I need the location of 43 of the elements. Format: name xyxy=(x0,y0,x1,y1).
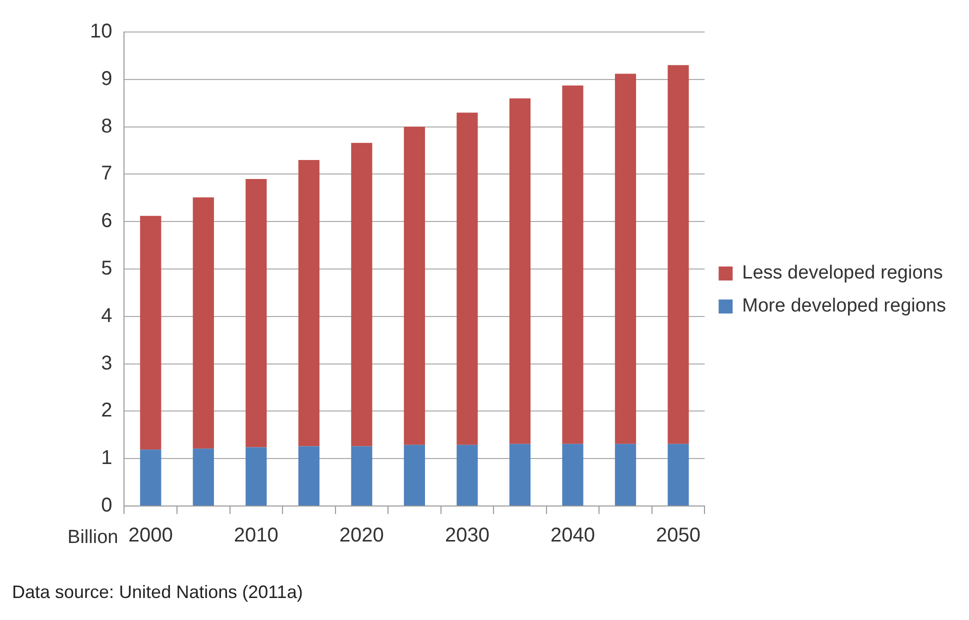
bar xyxy=(140,450,162,506)
y-tick-label: 3 xyxy=(101,352,112,374)
bar xyxy=(509,98,531,444)
bar xyxy=(246,178,267,448)
x-tick-label: 2010 xyxy=(234,524,278,547)
bar xyxy=(298,160,320,446)
y-tick-label: 7 xyxy=(101,162,112,185)
bar xyxy=(668,444,689,506)
y-tick-label: 2 xyxy=(101,400,112,422)
x-tick-label: 2000 xyxy=(128,524,173,547)
y-tick-label: 5 xyxy=(101,258,112,280)
bar xyxy=(562,86,584,444)
bar xyxy=(456,112,478,445)
bar xyxy=(509,444,531,506)
y-tick-label: 8 xyxy=(101,115,112,138)
y-tick-label: 6 xyxy=(101,210,112,232)
bar xyxy=(351,446,372,506)
bar xyxy=(192,448,214,506)
bar xyxy=(192,197,214,449)
legend-label: More developed regions xyxy=(742,296,946,317)
bar xyxy=(562,444,584,506)
bar xyxy=(246,447,267,506)
y-tick-label: 1 xyxy=(101,447,112,470)
bar xyxy=(404,126,425,445)
legend-label: Less developed regions xyxy=(742,262,943,284)
source-note: Data source: United Nations (2011a) xyxy=(12,582,304,603)
bar xyxy=(298,446,320,506)
y-tick-label: 4 xyxy=(101,304,112,327)
bar xyxy=(351,142,372,446)
bar xyxy=(140,216,162,450)
bar xyxy=(456,444,478,506)
bar xyxy=(614,444,636,506)
y-tick-label: 0 xyxy=(101,494,112,517)
x-tick-label: 2050 xyxy=(656,524,701,547)
bar xyxy=(614,74,636,444)
x-tick-label: 2020 xyxy=(339,524,384,547)
bar xyxy=(668,65,689,444)
bar xyxy=(404,444,425,506)
y-tick-label: 10 xyxy=(90,20,112,43)
y-axis-title: Billion xyxy=(68,527,118,548)
x-tick-label: 2030 xyxy=(444,524,490,547)
x-tick-label: 2040 xyxy=(550,524,595,547)
y-tick-label: 9 xyxy=(101,68,112,90)
